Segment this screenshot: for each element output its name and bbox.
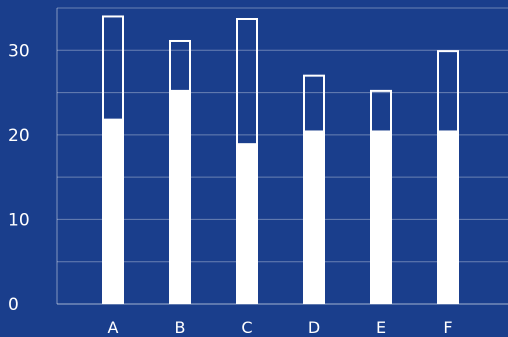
- y-tick-label: 10: [8, 210, 30, 230]
- bar-segment-filled: [303, 131, 325, 304]
- x-tick-label: F: [443, 318, 452, 337]
- x-tick-label: C: [241, 318, 252, 337]
- bar-segment-outline: [102, 15, 124, 121]
- bar-segment-outline: [437, 50, 459, 133]
- gridlines: [57, 7, 508, 305]
- x-tick-label: B: [175, 318, 186, 337]
- y-tick-label: 0: [8, 295, 19, 315]
- bar-segment-outline: [303, 74, 325, 133]
- bar-segment-filled: [169, 90, 191, 304]
- bars: [102, 15, 459, 305]
- bar-segment-outline: [236, 17, 258, 146]
- bar-segment-filled: [102, 119, 124, 305]
- x-tick-label: E: [376, 318, 386, 337]
- x-tick-labels: A B C D E F: [108, 318, 453, 337]
- bar-segment-outline: [370, 89, 392, 133]
- y-tick-labels: 0 10 20 30: [8, 41, 30, 315]
- bar-segment-filled: [437, 131, 459, 304]
- bar-segment-filled: [370, 131, 392, 304]
- bar-segment-filled: [236, 144, 258, 304]
- y-tick-label: 20: [8, 126, 30, 146]
- x-tick-label: A: [108, 318, 119, 337]
- y-tick-label: 30: [8, 41, 30, 61]
- bar-segment-outline: [169, 39, 191, 92]
- x-tick-label: D: [308, 318, 320, 337]
